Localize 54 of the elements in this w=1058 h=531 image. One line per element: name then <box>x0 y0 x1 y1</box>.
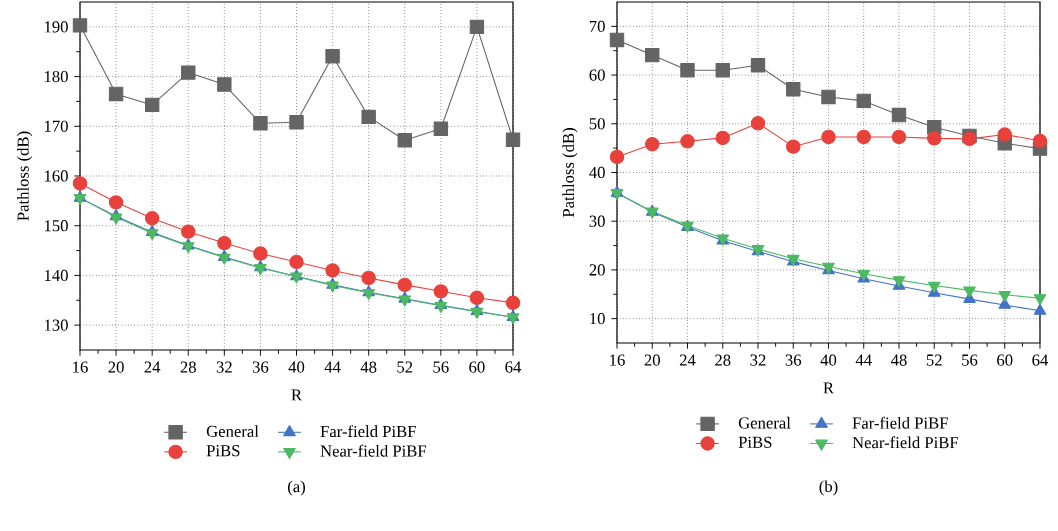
x-tick-label: 48 <box>360 361 377 373</box>
y-tick-label: 170 <box>44 120 68 132</box>
legend-label: Near-field PiBF <box>320 444 427 457</box>
y-tick-label: 70 <box>589 20 605 32</box>
x-tick-label: 64 <box>505 361 522 373</box>
x-tick-label: 40 <box>288 361 305 373</box>
x-tick-label: 64 <box>1032 354 1049 366</box>
x-tick-label: 52 <box>397 361 413 373</box>
y-tick-label: 10 <box>590 313 605 325</box>
x-tick-label: 52 <box>926 354 942 366</box>
x-tick-label: 40 <box>820 354 837 366</box>
legend-label: Near-field PiBF <box>852 436 959 449</box>
y-tick-label: 20 <box>589 264 605 276</box>
y-tick-label: 50 <box>589 118 605 130</box>
x-tick-label: 32 <box>216 361 232 373</box>
legend-label: General <box>738 416 791 429</box>
x-tick-label: 48 <box>891 354 907 366</box>
legend-label: PiBS <box>206 445 240 457</box>
x-tick-label: 36 <box>785 354 802 366</box>
y-axis-title: Pathloss (dB) <box>562 128 578 218</box>
x-tick-label: 28 <box>180 361 196 373</box>
y-tick-label: 30 <box>589 215 605 227</box>
legend-label: General <box>206 425 259 437</box>
x-tick-label: 44 <box>324 361 341 373</box>
y-tick-label: 60 <box>589 69 605 81</box>
y-axis-title: Pathloss (dB) <box>17 131 33 221</box>
x-tick-label: 36 <box>252 361 269 373</box>
y-tick-label: 190 <box>44 21 68 33</box>
x-tick-label: 56 <box>962 354 978 366</box>
y-tick-label: 130 <box>44 319 68 331</box>
x-tick-label: 60 <box>469 361 485 373</box>
x-axis-title: R <box>823 382 835 394</box>
x-tick-label: 28 <box>715 354 731 366</box>
text: (b) <box>819 480 838 496</box>
x-tick-label: 24 <box>144 361 161 373</box>
legend-label: Far-field PiBF <box>852 416 948 429</box>
x-axis-title: R <box>291 389 303 401</box>
legend-label: Far-field PiBF <box>320 425 416 438</box>
x-tick-label: 60 <box>997 354 1013 366</box>
x-tick-label: 44 <box>855 354 872 366</box>
y-tick-label: 180 <box>44 70 68 83</box>
x-tick-label: 20 <box>644 354 660 366</box>
y-tick-label: 140 <box>44 269 68 282</box>
y-tick-label: 40 <box>589 166 605 179</box>
x-tick-label: 56 <box>433 361 449 373</box>
y-tick-label: 160 <box>44 170 68 182</box>
x-tick-label: 20 <box>108 361 124 373</box>
x-tick-label: 32 <box>750 354 766 366</box>
text: (a) <box>287 480 306 496</box>
y-tick-label: 150 <box>44 220 68 232</box>
x-tick-label: 24 <box>679 354 696 366</box>
x-tick-label: 16 <box>610 354 625 366</box>
x-tick-label: 16 <box>73 361 88 373</box>
legend-label: PiBS <box>738 436 772 448</box>
